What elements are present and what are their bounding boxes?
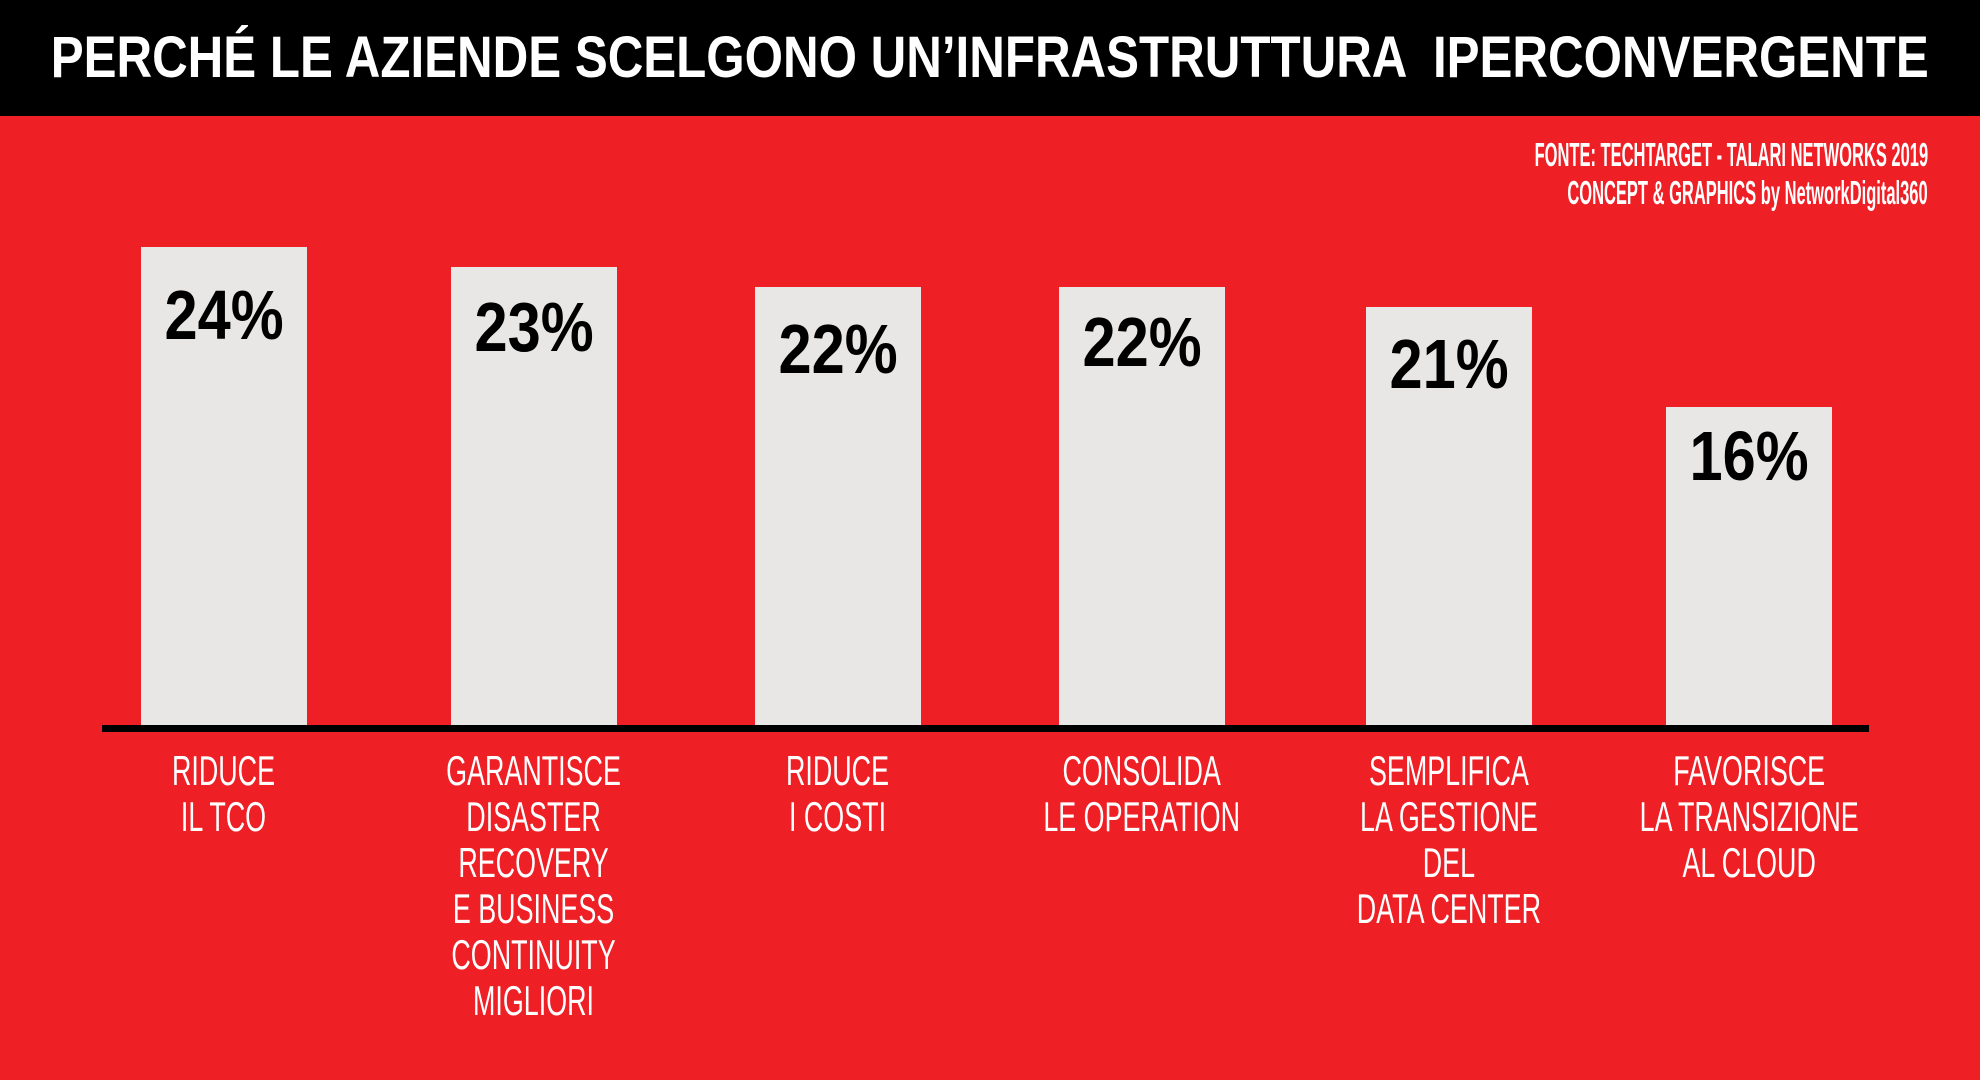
bar-value-label: 16% xyxy=(1666,421,1832,491)
bar: 23% xyxy=(451,267,617,732)
bar-value-label: 24% xyxy=(141,280,307,350)
bar: 22% xyxy=(1059,287,1225,732)
bar-category-text: SEMPLIFICA LA GESTIONE DEL DATA CENTER xyxy=(1356,747,1542,932)
bar-value-text: 24% xyxy=(164,276,284,354)
bar-value-text: 16% xyxy=(1689,417,1809,495)
bar-category-text: GARANTISCE DISASTER RECOVERY E BUSINESS … xyxy=(446,747,622,1024)
source-note: FONTE: TECHTARGET - TALARI NETWORKS 2019… xyxy=(1141,136,1928,212)
bar-category-label: RIDUCE IL TCO xyxy=(44,748,404,840)
bar-category-text: FAVORISCE LA TRANSIZIONE AL CLOUD xyxy=(1639,747,1859,886)
bar-value-label: 21% xyxy=(1366,329,1532,399)
bar: 22% xyxy=(755,287,921,732)
bar-category-label: RIDUCE I COSTI xyxy=(658,748,1018,840)
bar-category-label: GARANTISCE DISASTER RECOVERY E BUSINESS … xyxy=(354,748,714,1024)
bar-value-label: 23% xyxy=(451,292,617,362)
x-axis-line xyxy=(102,725,1869,732)
bar-value-text: 21% xyxy=(1389,325,1509,403)
bar-category-text: CONSOLIDA LE OPERATION xyxy=(1043,747,1241,840)
source-line-1: FONTE: TECHTARGET - TALARI NETWORKS 2019 xyxy=(1141,136,1928,174)
bar-value-text: 23% xyxy=(474,288,594,366)
header-bar: PERCHÉ LE AZIENDE SCELGONO UN’INFRASTRUT… xyxy=(0,0,1980,116)
bar-value-text: 22% xyxy=(778,310,898,388)
bar-value-label: 22% xyxy=(755,314,921,384)
bar-category-label: FAVORISCE LA TRANSIZIONE AL CLOUD xyxy=(1569,748,1929,886)
bar-value-text: 22% xyxy=(1082,303,1202,381)
page-title-text: PERCHÉ LE AZIENDE SCELGONO UN’INFRASTRUT… xyxy=(50,25,1930,90)
bar-category-text: RIDUCE IL TCO xyxy=(172,747,276,840)
source-line-2-text: CONCEPT & GRAPHICS by NetworkDigital360 xyxy=(1567,174,1928,211)
source-line-1-text: FONTE: TECHTARGET - TALARI NETWORKS 2019 xyxy=(1534,136,1928,173)
bar-category-label: CONSOLIDA LE OPERATION xyxy=(962,748,1322,840)
bar-category-label: SEMPLIFICA LA GESTIONE DEL DATA CENTER xyxy=(1269,748,1629,932)
bar: 21% xyxy=(1366,307,1532,732)
page-title: PERCHÉ LE AZIENDE SCELGONO UN’INFRASTRUT… xyxy=(0,29,1980,87)
bar: 16% xyxy=(1666,407,1832,732)
source-line-2: CONCEPT & GRAPHICS by NetworkDigital360 xyxy=(1141,174,1928,212)
bar-value-label: 22% xyxy=(1059,307,1225,377)
bar-category-text: RIDUCE I COSTI xyxy=(786,747,890,840)
bar: 24% xyxy=(141,247,307,732)
